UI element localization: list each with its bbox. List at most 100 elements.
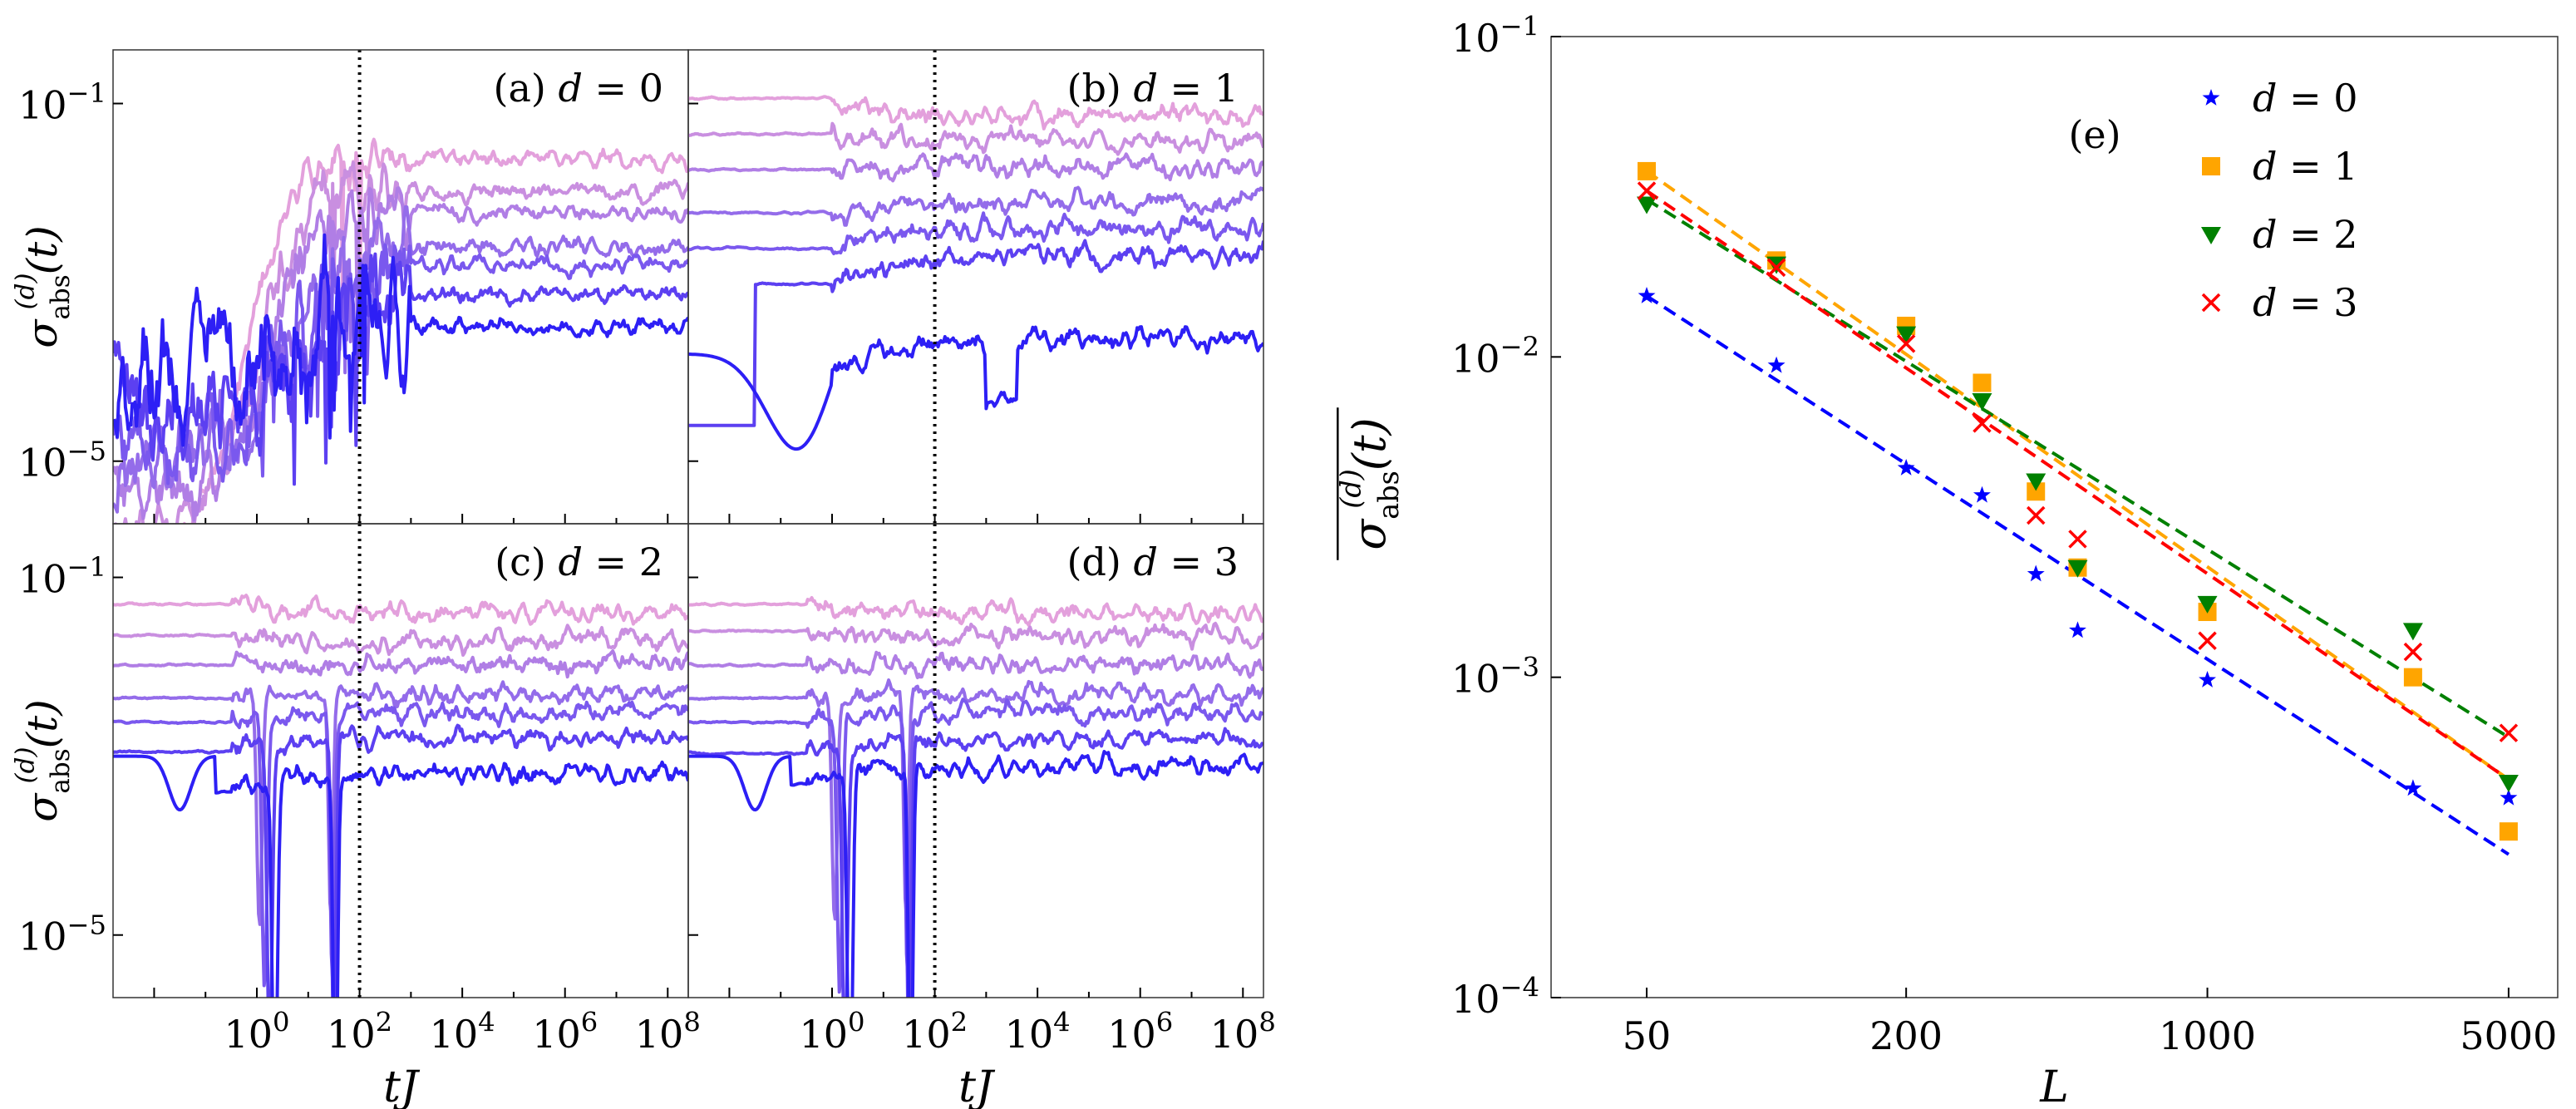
curve-b-L1 — [688, 95, 1263, 131]
legend-label-d1: d = 1 — [2253, 144, 2358, 189]
frame-b — [687, 49, 1264, 525]
point-d0 — [2500, 788, 2518, 806]
series-d3 — [1637, 181, 2519, 742]
svg-text:σabs(t): σabs(t) — [18, 699, 76, 822]
svg-text:(d): (d) — [11, 273, 41, 309]
panel-title-b: (b) d = 1 — [1067, 66, 1239, 111]
point-d0 — [1767, 356, 1785, 373]
curve-b-L7 — [688, 325, 1263, 451]
svg-text:(d): (d) — [1334, 469, 1367, 509]
point-d0 — [2199, 671, 2216, 688]
ytick-label-a: 10−5 — [18, 435, 106, 485]
panel-title-d: (d) d = 3 — [1067, 540, 1239, 584]
panel-d: (d) d = 3 100 102 104 106 108 tJ — [687, 523, 1276, 1109]
point-d0 — [2069, 621, 2086, 638]
curves-a — [113, 137, 688, 524]
xlabel-c: tJ — [383, 1062, 421, 1109]
ytick-label-c: 10−1 — [18, 551, 106, 601]
point-d1 — [2403, 668, 2422, 687]
curve-c-L4 — [113, 680, 688, 926]
svg-text:σabs(t): σabs(t) — [18, 225, 76, 348]
panel-title-a: (a) d = 0 — [494, 66, 663, 111]
legend-marker-d2 — [2201, 227, 2221, 244]
svg-text:(d): (d) — [11, 747, 41, 783]
curve-b-L5 — [688, 211, 1263, 256]
curve-d-L7 — [688, 750, 1263, 998]
point-d3 — [2499, 723, 2519, 742]
point-d2 — [2498, 775, 2519, 793]
legend-marker-d3 — [2201, 293, 2221, 313]
point-d0 — [1897, 459, 1915, 476]
legend-marker-d1 — [2202, 157, 2220, 175]
curve-c-L6 — [113, 723, 688, 998]
frame-c — [112, 523, 689, 998]
ytick-label-c: 10−5 — [18, 909, 106, 959]
point-d0 — [1638, 287, 1656, 303]
point-d3 — [2403, 642, 2423, 662]
ytick-label-a: 10−1 — [18, 77, 106, 127]
xtick-label-e: 200 — [1869, 1013, 1943, 1058]
series-d1 — [1638, 161, 2518, 841]
point-d0 — [1973, 485, 1991, 503]
curve-c-L7 — [113, 754, 688, 998]
frame-e — [1550, 36, 2559, 998]
ytick-label-e: 10−4 — [1451, 972, 1539, 1022]
curve-a-L6 — [113, 252, 688, 486]
point-d3 — [1766, 258, 1786, 278]
point-d2 — [1896, 326, 1917, 344]
xtick-label-c: 104 — [430, 1007, 495, 1057]
curve-c-L3 — [113, 649, 688, 679]
fit-line-d3 — [1645, 189, 2510, 781]
xtick-label-d: 104 — [1005, 1007, 1071, 1057]
point-d3 — [2026, 505, 2046, 525]
point-d1 — [2027, 482, 2046, 501]
point-d2 — [2026, 473, 2047, 491]
xtick-label-c: 102 — [327, 1007, 392, 1057]
curve-b-L4 — [688, 185, 1263, 227]
ylabel-e: σabs(t)(d) — [1334, 407, 1405, 560]
point-d2 — [1972, 392, 1992, 411]
frame-d — [687, 523, 1264, 998]
series-d0 — [1638, 287, 2518, 806]
xtick-label-e: 50 — [1623, 1013, 1672, 1058]
scaling-panel: 50 200 1000 5000 10−1 10−2 10−3 10−4 Lσabs(t)(d)… — [1334, 11, 2559, 1109]
point-d3 — [1637, 181, 1657, 200]
curve-d-L2 — [688, 621, 1263, 651]
legend-label-d0: d = 0 — [2253, 76, 2358, 121]
point-d2 — [1637, 196, 1657, 214]
xtick-label-d: 106 — [1107, 1007, 1173, 1057]
panel-label-e: (e) — [2068, 112, 2120, 157]
point-d2 — [2067, 559, 2088, 578]
curve-b-L2 — [688, 121, 1263, 156]
ytick-label-e: 10−1 — [1451, 11, 1539, 61]
xtick-label-e: 5000 — [2460, 1013, 2557, 1058]
curve-b-L3 — [688, 152, 1263, 183]
point-d1 — [2499, 822, 2518, 841]
legend-label-d2: d = 2 — [2253, 212, 2358, 257]
curve-a-L7 — [113, 233, 688, 447]
xtick-label-e: 1000 — [2159, 1013, 2256, 1058]
point-d2 — [2402, 623, 2423, 641]
point-d3 — [1973, 414, 1992, 433]
curve-d-L1 — [688, 596, 1263, 627]
point-d2 — [2197, 595, 2218, 614]
point-d0 — [2027, 564, 2045, 582]
fit-line-d1 — [1645, 170, 2510, 781]
legend: d = 0 d = 1 d = 2 d = 3 — [2201, 76, 2358, 325]
curve-c-L2 — [113, 624, 688, 657]
curve-d-L4 — [688, 678, 1263, 921]
panel-a: (a) d = 0 10−1 10−5 σabs(t)(d) — [11, 49, 689, 525]
xtick-label-c: 108 — [635, 1007, 701, 1057]
ylabel-a: σabs(t)(d) — [11, 225, 76, 348]
ylabel-c: σabs(t)(d) — [11, 699, 76, 822]
legend-marker-d0 — [2202, 89, 2220, 106]
point-d3 — [2198, 631, 2217, 650]
ytick-label-e: 10−3 — [1451, 651, 1539, 701]
svg-text:σabs(t): σabs(t) — [1343, 417, 1405, 550]
xtick-label-d: 100 — [799, 1007, 864, 1057]
point-d3 — [1896, 334, 1916, 353]
point-d1 — [1638, 161, 1657, 180]
curve-b-L6 — [688, 239, 1263, 427]
